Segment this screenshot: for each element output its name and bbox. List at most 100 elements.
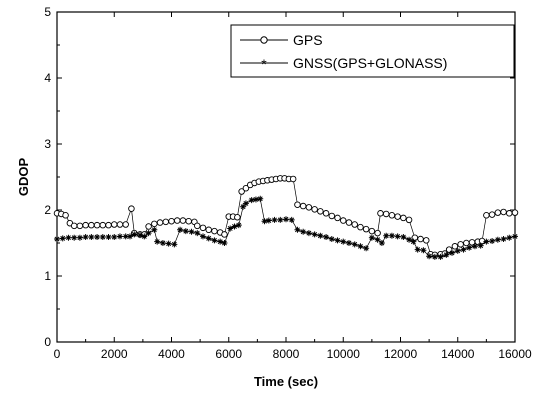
data-point-gnss (477, 242, 484, 249)
data-point-gps (457, 241, 464, 248)
data-point-gnss (410, 238, 417, 245)
data-point-gps (388, 212, 396, 219)
data-point-gnss (305, 230, 312, 237)
data-point-gnss (368, 234, 375, 241)
data-point-gps (173, 217, 181, 224)
legend-marker-gps (260, 36, 268, 44)
data-point-gnss (414, 246, 421, 253)
data-point-gnss (512, 233, 518, 240)
legend-entry-gnss: * GNSS(GPS+GLONASS) (240, 55, 447, 72)
x-tick-label: 14000 (441, 347, 475, 361)
data-point-gnss (471, 243, 478, 250)
data-point-gps (368, 227, 376, 235)
y-axis-ticks: 0 1 2 3 4 5 (44, 5, 515, 349)
data-point-gps (93, 221, 101, 229)
x-tick-label: 8000 (273, 347, 300, 361)
x-tick-label: 12000 (384, 347, 418, 361)
data-point-gps (500, 208, 507, 216)
data-point-gps (205, 226, 212, 234)
data-point-gnss (235, 222, 242, 229)
data-point-gnss (111, 234, 118, 241)
data-point-gps (62, 212, 69, 219)
y-tick-label: 3 (44, 137, 51, 151)
data-point-gps (351, 221, 358, 228)
data-point-gnss (288, 216, 295, 223)
data-point-gps (374, 229, 381, 237)
data-point-gnss (394, 233, 401, 240)
data-point-gnss (94, 234, 101, 241)
data-point-gnss (141, 233, 148, 240)
data-point-gnss (159, 240, 166, 246)
data-point-gnss (357, 243, 364, 250)
data-point-gnss (374, 236, 381, 243)
data-point-gnss (271, 216, 278, 223)
legend-box (230, 24, 515, 78)
data-point-gnss (82, 234, 89, 241)
data-point-gnss (388, 232, 395, 239)
data-point-gnss (300, 228, 307, 235)
data-point-gnss (54, 236, 60, 243)
data-point-gnss (454, 247, 461, 254)
data-point-gnss (420, 247, 427, 254)
data-point-gps (128, 205, 135, 212)
data-point-gnss (240, 203, 247, 210)
data-point-gnss (323, 234, 330, 241)
data-point-gps (377, 210, 384, 217)
data-point-gps (185, 217, 192, 225)
data-point-gnss (88, 234, 95, 241)
data-point-gnss (188, 228, 195, 235)
data-point-gnss (340, 238, 347, 245)
data-point-gnss (145, 230, 152, 237)
data-point-gnss (334, 237, 341, 244)
y-tick-label: 0 (44, 335, 51, 349)
data-point-gnss (383, 232, 390, 239)
legend-label-gnss: GNSS(GPS+GLONASS) (293, 55, 447, 71)
series-gps (53, 175, 519, 259)
data-point-gnss (351, 241, 358, 248)
data-point-gps (242, 184, 250, 192)
data-point-gps (328, 212, 336, 220)
data-point-gps (221, 231, 228, 238)
data-point-gnss (283, 216, 289, 223)
x-axis-ticks: 0 2000 4000 6000 8000 10000 12000 14000 16000 (54, 12, 532, 361)
data-point-gnss (500, 236, 507, 243)
data-point-gps (334, 214, 341, 222)
data-point-gps (116, 221, 124, 228)
data-point-gps (322, 210, 330, 217)
data-point-gnss (328, 236, 335, 243)
y-tick-label: 4 (44, 71, 51, 85)
data-point-gnss (171, 241, 178, 248)
data-point-gnss (205, 235, 212, 242)
data-point-gps (70, 222, 78, 230)
data-point-gnss (177, 226, 184, 233)
data-point-gnss (71, 234, 78, 241)
data-point-gnss (317, 232, 324, 239)
data-point-gnss (311, 231, 318, 238)
data-point-gnss (151, 226, 158, 233)
data-point-gps (122, 221, 129, 228)
data-point-gnss (261, 218, 268, 225)
data-point-gnss (466, 244, 473, 251)
data-point-gnss (483, 238, 490, 245)
data-point-gps (162, 218, 170, 226)
data-point-gps (417, 235, 424, 243)
data-point-gnss (437, 253, 444, 260)
data-point-gnss (217, 238, 224, 245)
data-point-gnss (194, 230, 201, 237)
data-point-gnss (294, 226, 301, 233)
data-point-gps (299, 202, 307, 210)
data-point-gnss (431, 253, 438, 260)
data-point-gnss (406, 236, 413, 243)
data-point-gps (305, 204, 313, 211)
data-point-gnss (105, 234, 112, 241)
data-point-gps (234, 214, 241, 221)
x-tick-label: 0 (54, 347, 61, 361)
data-point-gnss (257, 195, 264, 202)
series-layer (53, 175, 519, 260)
data-point-gnss (59, 235, 66, 242)
data-point-gnss (443, 251, 450, 258)
data-point-gps (194, 222, 201, 230)
data-point-gnss (131, 231, 138, 238)
data-point-gnss (99, 234, 106, 241)
